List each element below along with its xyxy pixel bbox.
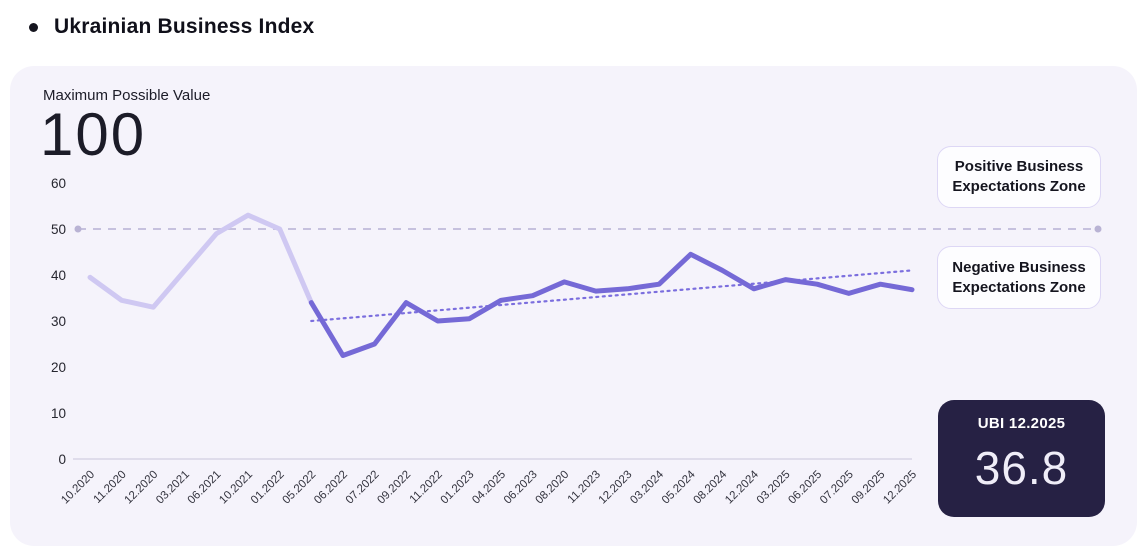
x-tick-label: 11.2020	[91, 469, 128, 506]
x-tick-label: 10.2021	[217, 469, 255, 507]
x-tick-label: 07.2022	[344, 469, 382, 507]
y-tick-label: 10	[51, 406, 66, 421]
negative-zone-badge: Negative Business Expectations Zone	[937, 246, 1101, 309]
x-tick-label: 08.2024	[692, 468, 730, 506]
y-tick-label: 20	[51, 360, 66, 375]
x-tick-label: 08.2020	[533, 469, 571, 507]
x-tick-label: 05.2024	[660, 468, 698, 506]
x-tick-label: 09.2025	[850, 469, 888, 507]
positive-zone-badge: Positive Business Expectations Zone	[937, 146, 1101, 208]
x-tick-label: 03.2021	[154, 469, 192, 507]
y-tick-label: 50	[51, 222, 66, 237]
ubi-line-chart: 010203040506010.202011.202012.202003.202…	[51, 176, 1102, 507]
pre-invasion-line	[87, 212, 314, 310]
bullet-icon	[29, 22, 38, 32]
ubi-chart-card: 0 10 20 30 40 50 60 10.2020 11.2020 12.2020 03.202…	[10, 66, 1137, 546]
x-tick-label: 12.2023	[597, 469, 635, 507]
x-tick-label: 11.2023	[566, 469, 603, 506]
ubi-value-badge: UBI 12.2025 36.8	[938, 400, 1105, 517]
y-tick-label: 40	[51, 268, 66, 283]
trend-line	[310, 269, 914, 323]
x-tick-label: 03.2025	[755, 469, 793, 507]
max-possible-value: 100	[40, 101, 147, 168]
x-tick-label: 09.2022	[375, 469, 413, 507]
ubi-badge-label: UBI 12.2025	[977, 415, 1066, 432]
x-tick-label: 01.2022	[249, 469, 287, 507]
x-tick-label: 03.2024	[628, 468, 666, 506]
x-tick-label: 07.2025	[818, 469, 856, 507]
page-title-row: Ukrainian Business Index	[0, 0, 1147, 44]
max-possible-value-label: Maximum Possible Value	[43, 87, 211, 104]
y-tick-label: 60	[51, 176, 66, 191]
y-tick-label: 0	[58, 452, 66, 467]
page-title: Ukrainian Business Index	[54, 15, 315, 38]
x-tick-label: 06.2022	[312, 469, 350, 507]
x-tick-label: 12.2020	[122, 469, 160, 507]
x-tick-label: 12.2024	[723, 468, 761, 506]
x-tick-label: 06.2021	[186, 469, 224, 507]
x-tick-label: 12.2025	[881, 469, 919, 507]
threshold-dot-left	[74, 225, 82, 233]
x-tick-label: 06.2023	[502, 469, 540, 507]
y-tick-label: 30	[51, 314, 66, 329]
x-tick-label: 01.2023	[439, 469, 477, 507]
threshold-dot-right	[1094, 225, 1102, 233]
wartime-line	[308, 251, 915, 358]
x-tick-label: 05.2022	[281, 469, 319, 507]
x-tick-label: 11.2022	[408, 469, 445, 506]
x-tick-label: 06.2025	[786, 469, 824, 507]
x-tick-label: 10.2020	[59, 469, 97, 507]
ubi-badge-value: 36.8	[974, 442, 1069, 494]
x-tick-label: 04.2025	[470, 469, 508, 507]
